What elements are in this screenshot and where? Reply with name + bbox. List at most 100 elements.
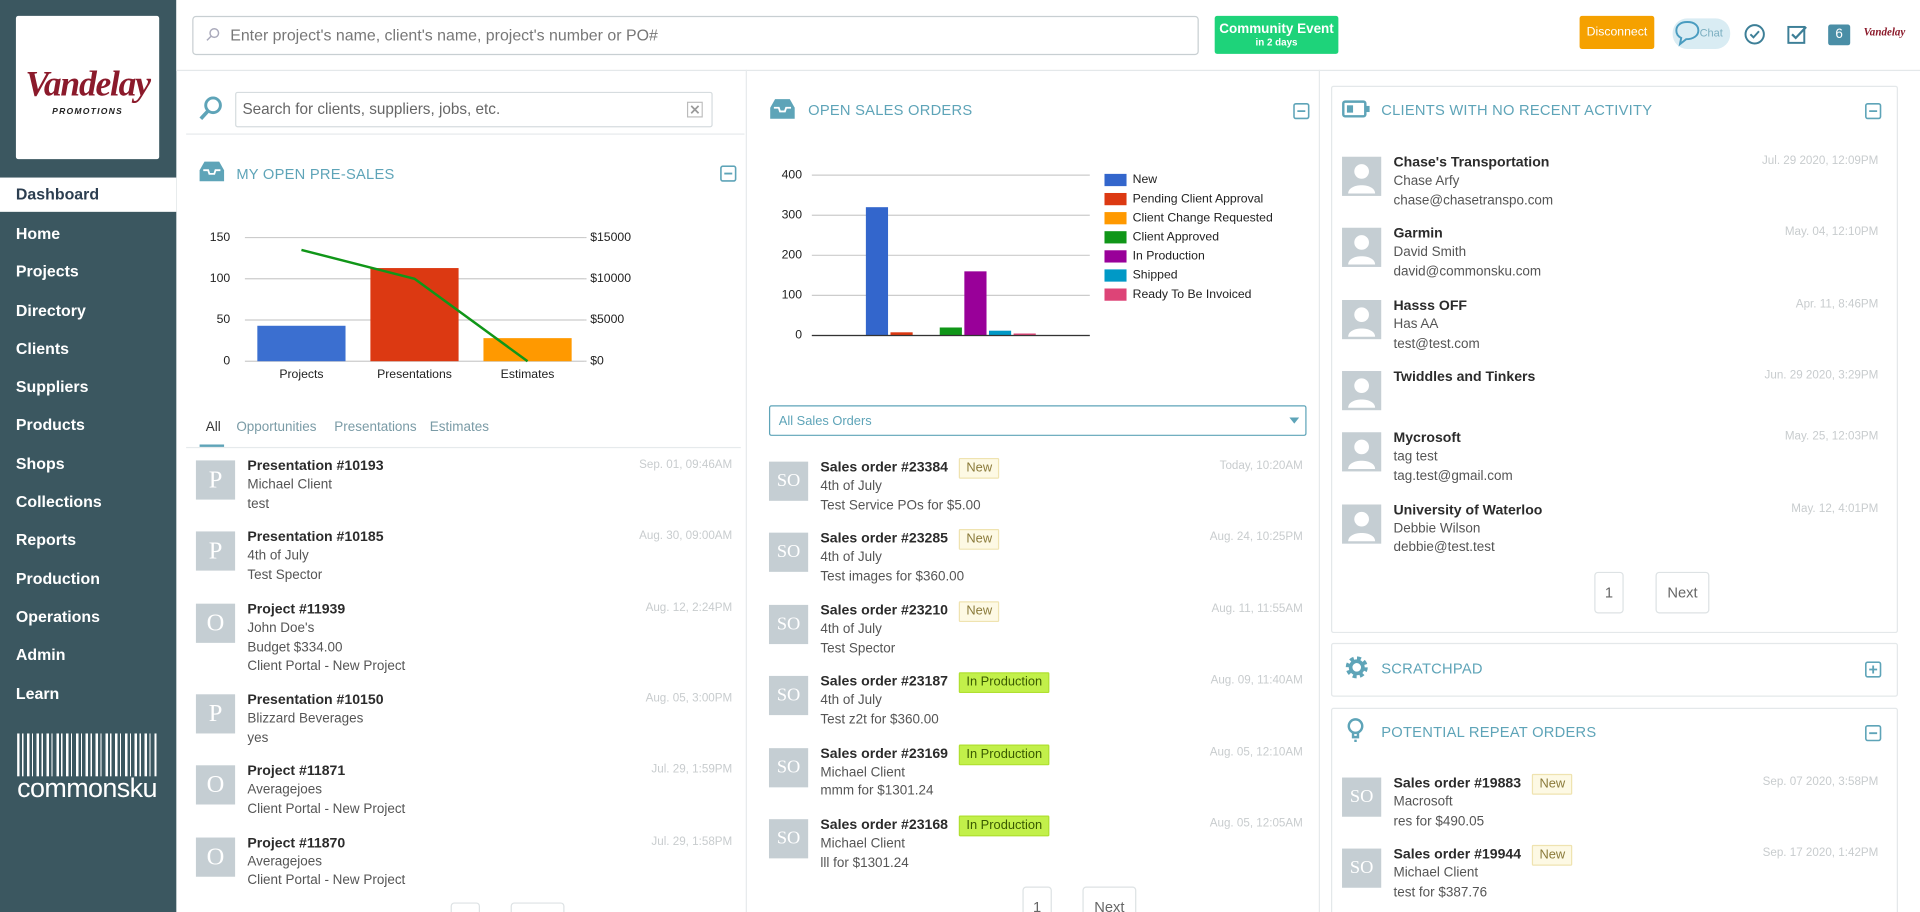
- client-item[interactable]: University of Waterloo Debbie Wilson debbi…: [1342, 499, 1881, 558]
- menu-item[interactable]: Production: [15, 568, 100, 588]
- collapse-icon[interactable]: [1293, 102, 1310, 120]
- item-title-text: Sales order #19944: [1393, 847, 1522, 863]
- pagination-next[interactable]: Next: [1082, 886, 1137, 912]
- menu-item[interactable]: Learn: [15, 683, 60, 703]
- item-title: Sales order #23169 In Production: [820, 744, 1305, 765]
- item-title-text: Chase's Transportation: [1393, 155, 1550, 171]
- tab[interactable]: Presentations: [334, 420, 417, 435]
- menu-item-active[interactable]: Dashboard: [0, 177, 177, 212]
- pre-sale-item[interactable]: P Presentation #10185 4th of July Test Spec…: [195, 527, 735, 586]
- clock-icon[interactable]: [1744, 23, 1766, 45]
- tab[interactable]: All: [205, 420, 221, 435]
- pre-sale-item[interactable]: O Project #11871 Averagejoes Client Portal …: [195, 761, 735, 820]
- legend-swatch: [1104, 250, 1127, 263]
- client-item[interactable]: Mycrosoft tag test tag.test@gmail.com May. …: [1342, 428, 1881, 487]
- pagination-page[interactable]: [450, 902, 481, 912]
- item-line: Michael Client: [820, 764, 906, 780]
- item-line: Client Portal - New Project: [247, 802, 406, 817]
- inbox-icon: [199, 161, 225, 182]
- pagination-page[interactable]: 1: [1594, 571, 1624, 614]
- item-line: Averagejoes: [247, 854, 322, 870]
- expand-icon[interactable]: [1865, 661, 1882, 678]
- legend-swatch: [1104, 231, 1127, 244]
- entity-search[interactable]: Search for clients, suppliers, jobs, etc…: [235, 91, 713, 128]
- sales-order-filter[interactable]: All Sales Orders: [768, 405, 1307, 436]
- item-body: Presentation #10150 Blizzard Beverages yes: [247, 691, 734, 749]
- legend-label: In Production: [1133, 249, 1205, 263]
- global-search[interactable]: Enter project's name, client's name, pro…: [192, 15, 1199, 56]
- pre-sale-item[interactable]: O Project #11870 Averagejoes Client Portal …: [195, 832, 735, 891]
- disconnect-button[interactable]: Disconnect: [1579, 15, 1655, 49]
- tab[interactable]: Estimates: [429, 420, 489, 435]
- item-line: test@test.com: [1393, 336, 1480, 351]
- item-line: Has AA: [1393, 316, 1439, 332]
- client-item[interactable]: Garmin David Smith david@commonsku.com May.…: [1342, 223, 1881, 282]
- tab[interactable]: Opportunities: [236, 420, 317, 435]
- item-title-text: Hasss OFF: [1393, 298, 1468, 314]
- client-item[interactable]: Twiddles and Tinkers Jun. 29 2020, 3:29PM: [1342, 366, 1881, 415]
- pre-sale-item[interactable]: O Project #11939 John Doe's Budget $334.00 C…: [195, 599, 735, 678]
- collapse-icon[interactable]: [1865, 102, 1882, 120]
- legend-label: Client Approved: [1133, 230, 1220, 244]
- menu-item[interactable]: Home: [15, 224, 61, 243]
- pagination-page[interactable]: 1: [1022, 886, 1052, 912]
- repeat-order-item[interactable]: SO Sales order #19944 New Michael Client tes…: [1342, 844, 1881, 903]
- person-body: [1348, 460, 1376, 470]
- y-tick-label: 100: [782, 288, 803, 302]
- menu-item[interactable]: Directory: [15, 300, 86, 320]
- menu-item[interactable]: Collections: [15, 492, 102, 511]
- legend-swatch: [1104, 173, 1127, 187]
- bar: [483, 338, 572, 362]
- clear-icon[interactable]: [686, 101, 703, 118]
- item-line: Test Spector: [247, 568, 323, 583]
- client-item[interactable]: Chase's Transportation Chase Arfy chase@ch…: [1342, 152, 1881, 211]
- menu-item[interactable]: Projects: [15, 262, 79, 281]
- legend-label: Pending Client Approval: [1133, 191, 1264, 205]
- collapse-icon[interactable]: [720, 165, 737, 182]
- avatar: SO: [768, 747, 809, 787]
- legend-label: Shipped: [1133, 268, 1178, 282]
- item-body: Sales order #19944 New Michael Client test …: [1393, 845, 1880, 903]
- sales-order-item[interactable]: SO Sales order #23169 In Production Michael…: [768, 743, 1305, 802]
- user-logo[interactable]: Vandelay: [1863, 25, 1906, 38]
- menu-item[interactable]: Clients: [15, 339, 69, 358]
- menu-item[interactable]: Products: [15, 415, 85, 435]
- item-title: Sales order #23384 New: [820, 457, 1305, 479]
- y2-tick-label: $5000: [590, 312, 624, 326]
- pre-sale-item[interactable]: P Presentation #10150 Blizzard Beverages ye…: [195, 689, 735, 749]
- menu-item[interactable]: Shops: [15, 454, 65, 473]
- sales-order-item[interactable]: SO Sales order #23285 New 4th of July Test i…: [768, 528, 1305, 587]
- item-title: Chase's Transportation: [1393, 153, 1880, 173]
- item-line: David Smith: [1393, 245, 1467, 261]
- inbox-icon: [770, 99, 795, 119]
- sales-order-item[interactable]: SO Sales order #23384 New 4th of July Test S…: [768, 457, 1305, 516]
- tasks-icon[interactable]: [1787, 23, 1809, 45]
- pagination-next[interactable]: [510, 902, 565, 912]
- sales-order-item[interactable]: SO Sales order #23187 In Production 4th of …: [768, 671, 1305, 730]
- item-line: Test images for $360.00: [820, 569, 965, 585]
- pre-sale-item[interactable]: P Presentation #10193 Michael Client test Se…: [195, 456, 735, 515]
- chat-button[interactable]: Chat: [1672, 18, 1731, 49]
- collapse-icon[interactable]: [1865, 725, 1882, 742]
- logo[interactable]: Vandelay PROMOTIONS: [15, 15, 160, 160]
- status-badge: In Production: [959, 744, 1050, 765]
- client-item[interactable]: Hasss OFF Has AA test@test.com Apr. 11, 8:4…: [1342, 295, 1881, 354]
- menu-item[interactable]: Suppliers: [15, 377, 89, 396]
- item-time: Sep. 17 2020, 1:42PM: [1762, 846, 1879, 861]
- sales-order-item[interactable]: SO Sales order #23168 In Production Michael…: [768, 814, 1305, 873]
- menu-item[interactable]: Admin: [15, 645, 66, 664]
- item-line: Michael Client: [247, 477, 332, 493]
- menu-item[interactable]: Reports: [15, 530, 77, 550]
- item-line: test for $387.76: [1393, 885, 1488, 901]
- sales-order-item[interactable]: SO Sales order #23210 New 4th of July Test S…: [768, 600, 1305, 659]
- repeat-order-item[interactable]: SO Sales order #19883 New Macrosoft res for …: [1342, 773, 1881, 832]
- notification-badge[interactable]: 6: [1828, 24, 1851, 46]
- item-line: Budget $334.00: [247, 639, 343, 655]
- pagination-next[interactable]: Next: [1655, 571, 1710, 614]
- menu-item[interactable]: Operations: [15, 607, 100, 626]
- person-body: [1348, 328, 1376, 337]
- event-button[interactable]: Community Event in 2 days: [1214, 15, 1339, 54]
- item-line: Chase Arfy: [1393, 173, 1460, 189]
- item-line: Averagejoes: [247, 782, 322, 798]
- avatar-initials: P: [208, 466, 223, 494]
